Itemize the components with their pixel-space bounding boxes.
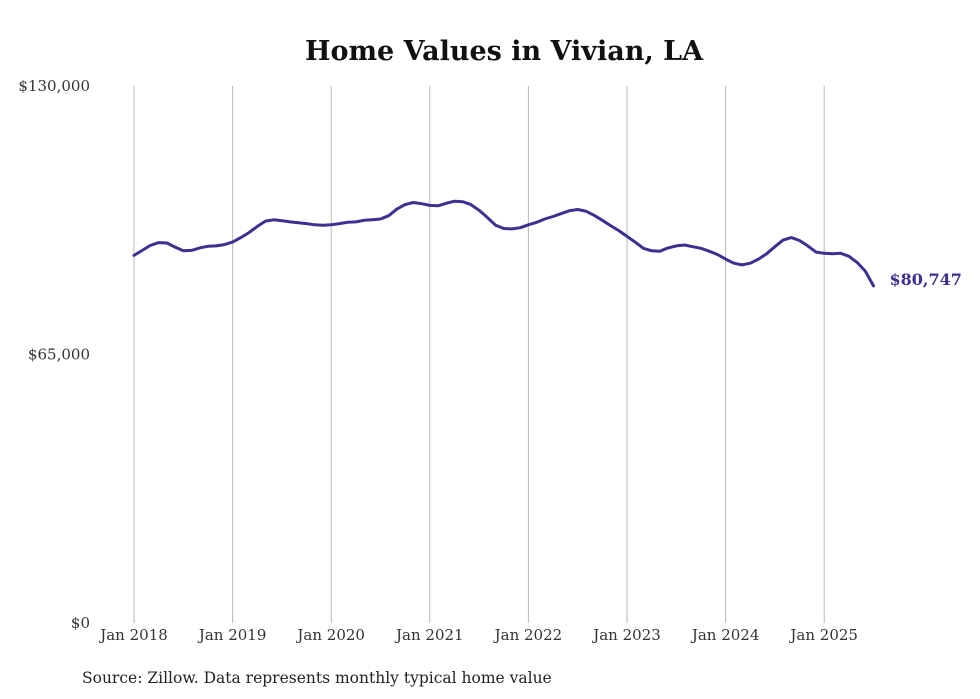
x-tick-label: Jan 2025 xyxy=(788,626,858,644)
chart-title: Home Values in Vivian, LA xyxy=(305,36,704,67)
x-tick-label: Jan 2024 xyxy=(690,626,760,644)
y-axis: $130,000 $65,000 $0 xyxy=(18,77,90,632)
x-tick-label: Jan 2020 xyxy=(295,626,365,644)
y-tick-label: $130,000 xyxy=(18,77,90,95)
end-value-label: $80,747 xyxy=(890,270,962,289)
x-tick-label: Jan 2019 xyxy=(197,626,267,644)
home-value-series-line xyxy=(132,199,875,288)
source-note: Source: Zillow. Data represents monthly … xyxy=(82,669,552,687)
x-axis: Jan 2018 Jan 2019 Jan 2020 Jan 2021 Jan 2022… xyxy=(98,626,858,644)
y-tick-label: $0 xyxy=(71,614,90,632)
gridlines xyxy=(133,86,825,623)
x-tick-label: Jan 2023 xyxy=(591,626,661,644)
x-tick-label: Jan 2022 xyxy=(493,626,563,644)
x-tick-label: Jan 2021 xyxy=(394,626,464,644)
y-tick-label: $65,000 xyxy=(28,346,90,364)
x-tick-label: Jan 2018 xyxy=(98,626,168,644)
